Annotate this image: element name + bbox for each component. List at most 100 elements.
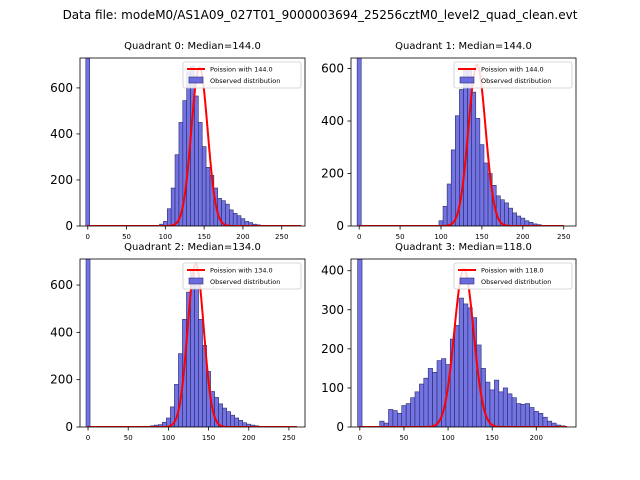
x-tick-label: 0 — [357, 233, 361, 241]
histogram-bar — [494, 379, 500, 427]
histogram-bar — [507, 393, 513, 427]
figure-suptitle: Data file: modeM0/AS1A09_027T01_90000036… — [62, 8, 578, 22]
legend: Poission with 144.0 Observed distribution — [182, 61, 302, 89]
x-tick-label: 100 — [159, 233, 172, 241]
legend-entry-poisson: Poission with 144.0 — [210, 66, 273, 74]
histogram-bar — [356, 58, 362, 226]
histogram-bar — [388, 409, 394, 427]
subplot-1: Quadrant 1: Median=144.0 0 50 100 150 200 250 0… — [321, 41, 577, 241]
histogram-bar — [427, 368, 433, 427]
histogram-bar — [198, 122, 203, 226]
legend-bar-swatch — [459, 277, 475, 285]
histogram-bar — [516, 403, 522, 427]
histogram-bar — [410, 397, 416, 427]
x-tick-label: 150 — [475, 233, 488, 241]
x-tick-label: 200 — [516, 233, 529, 241]
histogram-bar — [405, 403, 411, 427]
histogram-bar — [463, 303, 469, 427]
legend-box — [453, 262, 573, 290]
histogram-bar — [226, 411, 231, 427]
histogram-bar — [504, 202, 509, 226]
poisson-curve — [87, 65, 302, 226]
histogram-bar — [467, 307, 473, 427]
x-tick-label: 200 — [242, 434, 255, 442]
legend-bar-swatch — [188, 76, 204, 84]
y-tick-label: 0 — [65, 219, 73, 233]
legend-box — [453, 61, 573, 89]
histogram-bar — [508, 207, 513, 226]
legend-bar-swatch — [188, 277, 204, 285]
histogram-bar — [533, 411, 539, 427]
histogram-bar — [170, 187, 176, 226]
y-tick-label: 400 — [50, 127, 73, 141]
x-tick-label: 50 — [399, 434, 408, 442]
histogram-bar — [419, 383, 425, 427]
histogram-bar — [432, 372, 438, 427]
x-tick-label: 100 — [441, 434, 454, 442]
plot-area — [85, 58, 302, 226]
histogram-bar — [483, 162, 489, 226]
histogram-bar — [454, 325, 460, 427]
subplot-2: Quadrant 2: Median=134.0 0 50 100 150 200 250 0… — [50, 242, 306, 442]
subplot-title: Quadrant 3: Median=118.0 — [395, 242, 532, 253]
y-tick-label: 200 — [50, 373, 73, 387]
legend-entry-poisson: Poission with 134.0 — [210, 267, 273, 275]
y-tick-label: 100 — [321, 381, 344, 395]
x-tick-label: 150 — [485, 434, 498, 442]
histogram-bar — [529, 407, 535, 427]
y-tick-label: 600 — [321, 62, 344, 76]
x-tick-label: 150 — [202, 434, 215, 442]
x-tick-label: 200 — [530, 434, 543, 442]
histogram-bar — [234, 417, 240, 427]
histogram-bar — [240, 218, 246, 226]
legend-entry-observed: Observed distribution — [481, 278, 551, 286]
histogram-bar — [401, 405, 407, 427]
y-tick-label: 400 — [321, 114, 344, 128]
axes-frame — [350, 258, 577, 428]
histogram-bar — [538, 413, 544, 427]
histogram-bar — [85, 259, 91, 427]
histogram-bar — [190, 65, 195, 226]
histogram-bar — [232, 213, 238, 226]
legend: Poission with 144.0 Observed distribution — [453, 61, 573, 89]
legend-entry-poisson: Poission with 118.0 — [481, 267, 544, 275]
y-tick-label: 0 — [336, 420, 344, 434]
x-tick-label: 50 — [122, 233, 131, 241]
histogram-bar — [174, 154, 180, 226]
histogram-bar — [229, 209, 234, 226]
histogram-bar — [442, 206, 448, 226]
axes-frame — [79, 57, 306, 227]
histogram-bar — [489, 389, 495, 427]
histogram-bar — [475, 118, 481, 226]
legend: Poission with 118.0 Observed distribution — [453, 262, 573, 290]
x-tick-label: 0 — [86, 434, 90, 442]
x-tick-label: 250 — [282, 434, 295, 442]
histogram-bar — [194, 95, 199, 226]
subplot-title: Quadrant 1: Median=144.0 — [395, 41, 532, 52]
y-tick-label: 0 — [65, 420, 73, 434]
x-tick-label: 50 — [124, 434, 133, 442]
x-tick-label: 0 — [358, 434, 362, 442]
y-tick-label: 400 — [321, 264, 344, 278]
histogram-bar — [458, 297, 464, 427]
y-tick-label: 400 — [50, 325, 73, 339]
histogram-bar — [198, 319, 203, 427]
poisson-curve — [359, 63, 564, 226]
x-tick-label: 50 — [396, 233, 405, 241]
histogram-bar — [85, 58, 90, 226]
histogram-bar — [520, 217, 526, 226]
histogram-bar — [423, 377, 429, 427]
histogram-bar — [498, 391, 504, 427]
subplot-title: Quadrant 0: Median=144.0 — [124, 41, 261, 52]
x-tick-label: 250 — [275, 233, 288, 241]
x-tick-label: 150 — [197, 233, 210, 241]
subplot-title: Quadrant 2: Median=134.0 — [124, 242, 261, 253]
histogram-bar — [524, 403, 530, 427]
histogram-bar — [511, 397, 517, 427]
histogram-bar — [502, 387, 508, 427]
legend-box — [182, 61, 302, 89]
y-tick-label: 600 — [50, 278, 73, 292]
histogram-bar — [194, 281, 199, 427]
y-tick-label: 300 — [321, 303, 344, 317]
histogram-bar — [479, 144, 485, 226]
